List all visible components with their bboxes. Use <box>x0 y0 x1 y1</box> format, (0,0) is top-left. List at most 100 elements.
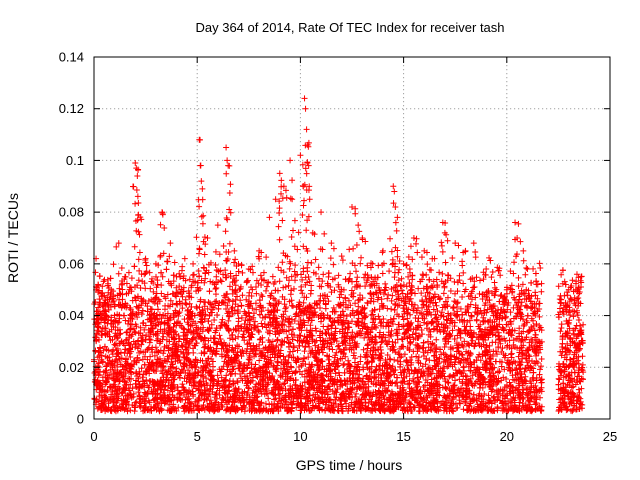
data-point <box>469 372 476 379</box>
data-point <box>257 272 264 279</box>
data-point <box>223 372 230 379</box>
data-point <box>158 290 165 297</box>
data-point <box>327 314 334 321</box>
data-point <box>405 381 412 388</box>
data-point <box>218 353 225 360</box>
data-point <box>223 305 230 312</box>
data-point <box>279 321 286 328</box>
data-point <box>538 363 545 370</box>
data-point <box>507 268 514 275</box>
data-point <box>579 361 586 368</box>
data-point <box>418 290 425 297</box>
data-point <box>96 336 103 343</box>
data-point <box>307 322 314 329</box>
data-point <box>489 269 496 276</box>
data-point <box>138 365 145 372</box>
data-point <box>329 322 336 329</box>
data-point <box>149 349 156 356</box>
data-point <box>456 376 463 383</box>
data-point <box>189 272 196 279</box>
data-point <box>243 296 250 303</box>
data-point <box>353 390 360 397</box>
data-point <box>139 374 146 381</box>
data-point <box>448 387 455 394</box>
data-point <box>538 288 545 295</box>
data-point <box>430 278 437 285</box>
data-point <box>161 293 168 300</box>
data-point <box>537 394 544 401</box>
data-point <box>275 264 282 271</box>
data-point <box>403 283 410 290</box>
data-point <box>497 293 504 300</box>
data-point <box>137 324 144 331</box>
data-point <box>404 315 411 322</box>
data-point <box>415 285 422 292</box>
data-point <box>179 293 186 300</box>
data-point <box>580 321 587 328</box>
data-point <box>555 283 562 290</box>
data-point <box>212 291 219 298</box>
data-point <box>382 280 389 287</box>
data-point <box>137 403 144 410</box>
data-point <box>92 269 99 276</box>
data-point <box>284 334 291 341</box>
data-point <box>415 354 422 361</box>
data-point <box>494 369 501 376</box>
data-point <box>468 313 475 320</box>
data-point <box>250 310 257 317</box>
data-point <box>280 284 287 291</box>
data-point <box>240 334 247 341</box>
data-point <box>159 273 166 280</box>
data-point <box>212 285 219 292</box>
grid-lines <box>94 57 610 419</box>
data-point <box>440 290 447 297</box>
data-point <box>404 366 411 373</box>
data-point <box>391 356 398 363</box>
data-point <box>465 341 472 348</box>
data-point <box>269 338 276 345</box>
data-point <box>189 336 196 343</box>
data-point <box>465 293 472 300</box>
data-point <box>343 313 350 320</box>
data-point <box>184 373 191 380</box>
data-point <box>533 352 540 359</box>
data-point <box>218 278 225 285</box>
data-point <box>127 407 134 414</box>
data-point <box>268 290 275 297</box>
data-point <box>282 305 289 312</box>
data-points <box>91 95 587 415</box>
data-point <box>491 279 498 286</box>
data-point <box>329 346 336 353</box>
data-point <box>404 408 411 415</box>
data-point <box>397 282 404 289</box>
data-point <box>449 327 456 334</box>
data-point <box>467 301 474 308</box>
data-point <box>345 297 352 304</box>
data-point <box>290 285 297 292</box>
data-point <box>473 316 480 323</box>
data-point <box>211 317 218 324</box>
data-point <box>538 280 545 287</box>
data-point <box>110 261 117 268</box>
data-point <box>569 277 576 284</box>
data-point <box>132 370 139 377</box>
data-point <box>464 318 471 325</box>
data-point <box>119 286 126 293</box>
data-point <box>335 342 342 349</box>
data-point <box>419 331 426 338</box>
data-point <box>538 356 545 363</box>
data-point <box>258 291 265 298</box>
data-point <box>153 273 160 280</box>
data-point <box>123 329 130 336</box>
data-point <box>424 261 431 268</box>
data-point <box>425 344 432 351</box>
data-point <box>115 319 122 326</box>
data-point <box>375 313 382 320</box>
data-point <box>147 353 154 360</box>
data-point <box>430 306 437 313</box>
data-point <box>254 373 261 380</box>
data-point <box>436 269 443 276</box>
data-point <box>445 380 452 387</box>
data-point <box>384 305 391 312</box>
data-point <box>515 283 522 290</box>
